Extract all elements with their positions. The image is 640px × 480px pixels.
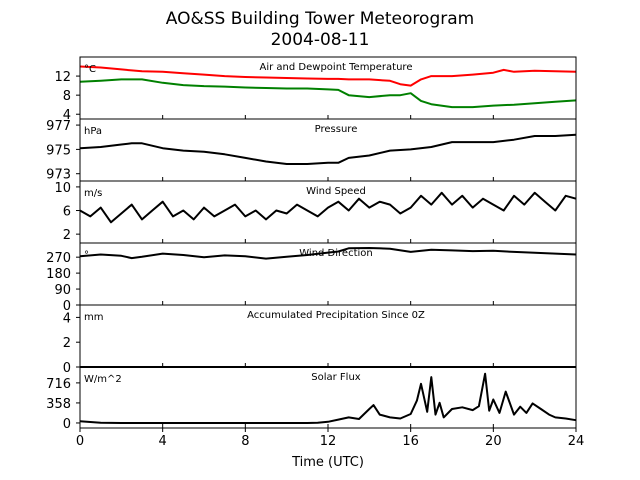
panel-title: Accumulated Precipitation Since 0Z bbox=[247, 310, 425, 321]
y-tick-label: 977 bbox=[46, 119, 71, 134]
y-tick-label: 8 bbox=[63, 89, 71, 104]
x-tick-label: 16 bbox=[402, 434, 419, 449]
y-tick-label: 973 bbox=[46, 168, 71, 183]
series-line-4-1 bbox=[79, 247, 577, 260]
panel-1: 4 8 12 Air and Dewpoint Temperature °C bbox=[54, 56, 577, 123]
panel-unit: W/m^2 bbox=[84, 374, 122, 385]
y-tick-label: 12 bbox=[54, 70, 71, 85]
panel-unit: hPa bbox=[84, 126, 102, 137]
series-line-2-1 bbox=[79, 133, 577, 165]
y-tick-label: 2 bbox=[63, 336, 71, 351]
panel-title: Wind Direction bbox=[299, 248, 373, 259]
x-tick-label: 4 bbox=[159, 434, 167, 449]
y-tick-label: 4 bbox=[63, 108, 71, 123]
series-line-3-1 bbox=[79, 191, 577, 224]
panels: 4 8 12 Air and Dewpoint Temperature °C 973 975… bbox=[46, 56, 577, 432]
x-axis: 0 4 8 12 16 20 24 bbox=[76, 115, 584, 449]
x-tick-label: 24 bbox=[568, 434, 585, 449]
series-line-1-1 bbox=[79, 65, 577, 87]
panel-title: Pressure bbox=[315, 124, 358, 135]
y-tick-label: 2 bbox=[63, 228, 71, 243]
y-tick-label: 90 bbox=[54, 283, 71, 298]
y-tick-label: 358 bbox=[46, 397, 71, 412]
y-tick-label: 975 bbox=[46, 143, 71, 158]
y-tick-label: 10 bbox=[54, 181, 71, 196]
panel-title: Solar Flux bbox=[311, 372, 361, 383]
panel-title: Wind Speed bbox=[306, 186, 366, 197]
x-tick-label: 20 bbox=[485, 434, 502, 449]
panel-unit: °C bbox=[84, 64, 96, 75]
x-axis-label: Time (UTC) bbox=[291, 455, 364, 470]
panel-5: 0 2 4 Accumulated Precipitation Since 0Z mm bbox=[63, 304, 577, 376]
y-tick-label: 6 bbox=[63, 205, 71, 220]
x-tick-label: 12 bbox=[320, 434, 337, 449]
panel-title: Air and Dewpoint Temperature bbox=[260, 62, 413, 73]
panel-6: 0 358 716 Solar Flux W/m^2 bbox=[46, 366, 577, 432]
y-tick-label: 270 bbox=[46, 251, 71, 266]
panel-unit: mm bbox=[84, 312, 103, 323]
y-tick-label: 180 bbox=[46, 267, 71, 282]
panel-3: 2 6 10 Wind Speed m/s bbox=[54, 180, 577, 244]
panel-unit: m/s bbox=[84, 188, 102, 199]
series-line-6-1 bbox=[79, 372, 577, 424]
figure-subtitle: 2004-08-11 bbox=[271, 30, 370, 50]
figure-title: AO&SS Building Tower Meteorogram bbox=[166, 9, 474, 29]
series-line-1-2 bbox=[79, 78, 577, 109]
y-tick-label: 4 bbox=[63, 311, 71, 326]
y-tick-label: 0 bbox=[63, 417, 71, 432]
x-tick-label: 0 bbox=[76, 434, 84, 449]
y-tick-label: 0 bbox=[63, 299, 71, 314]
y-tick-label: 0 bbox=[63, 361, 71, 376]
x-tick-label: 8 bbox=[241, 434, 249, 449]
panel-unit: ° bbox=[84, 250, 89, 261]
y-tick-label: 716 bbox=[46, 377, 71, 392]
panel-2: 973 975 977 Pressure hPa bbox=[46, 118, 577, 183]
